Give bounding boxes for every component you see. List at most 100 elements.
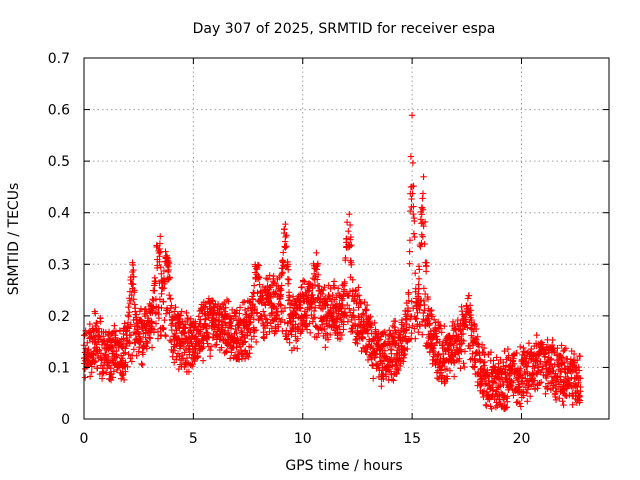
data-point [286,304,294,311]
data-point [156,296,164,303]
data-point [286,339,293,346]
data-point [424,295,432,303]
data-point [156,253,163,260]
data-point [91,335,98,343]
data-point [269,309,276,317]
data-point [334,315,341,322]
data-point [410,182,417,190]
data-point [185,345,192,352]
data-point [298,283,306,291]
data-point [557,376,564,383]
data-point [480,387,488,395]
data-point [460,360,467,367]
data-point [494,374,502,382]
data-point [426,307,434,315]
data-point [87,328,94,336]
data-point [509,379,517,386]
data-point [336,323,343,330]
data-point [566,391,573,399]
data-point [357,300,364,308]
y-tick-label: 0 [61,412,70,428]
data-point [232,325,239,333]
data-point [417,302,424,309]
data-point [277,285,284,292]
data-point [378,383,385,390]
data-point [436,325,444,332]
data-point [408,183,416,190]
data-point [559,398,566,405]
data-point [129,281,137,288]
data-point [222,304,229,311]
data-point [97,318,104,325]
data-point [277,301,284,308]
data-point [362,307,369,314]
data-point [168,302,175,309]
data-point [313,276,321,283]
data-point [284,280,292,287]
data-point [117,375,125,382]
data-point [560,401,567,409]
data-point [272,304,280,312]
data-point [91,359,98,366]
data-point [405,297,413,304]
data-point [381,347,389,354]
data-point [420,285,428,292]
data-point [192,318,199,325]
data-point [156,258,163,266]
data-point [208,297,216,304]
data-point [558,354,566,361]
data-point [116,327,124,335]
data-point [128,358,136,365]
data-point [297,305,304,312]
data-point [126,340,134,347]
x-axis-ticks: 0 5 10 15 20 [80,58,530,447]
data-point [245,325,252,332]
data-point [219,301,227,308]
data-point [105,353,112,360]
data-point [289,293,297,300]
data-point [426,320,433,327]
data-point [171,308,178,315]
data-point [428,313,436,320]
data-point [476,349,483,357]
data-point [523,389,530,397]
data-point [131,301,138,308]
data-point [121,362,128,369]
data-point [125,303,132,311]
data-point [207,346,214,354]
data-point [345,305,353,312]
data-point [525,340,533,347]
data-point [341,286,348,293]
data-point [497,374,505,381]
data-point [246,298,253,305]
data-point [471,322,479,330]
data-point [466,345,474,352]
data-point [566,379,573,386]
data-point [467,307,475,314]
data-point [119,341,127,348]
data-point [473,325,480,333]
data-point [392,317,399,325]
data-point [534,385,541,392]
data-point [488,405,495,412]
data-point [137,316,144,324]
data-point [327,285,334,293]
data-point [389,358,396,366]
data-point [255,262,263,269]
data-point [409,159,417,167]
data-point [225,298,232,305]
data-point [130,296,137,303]
data-point [137,335,144,343]
data-point [531,377,538,384]
data-point [319,321,326,328]
data-point [281,226,288,233]
data-point [468,316,475,324]
data-point [84,347,91,354]
data-point [338,331,346,339]
data-point [473,336,480,344]
data-point [113,347,120,355]
y-tick-label: 0.2 [48,309,70,325]
data-point [413,315,420,322]
data-point [542,390,549,398]
